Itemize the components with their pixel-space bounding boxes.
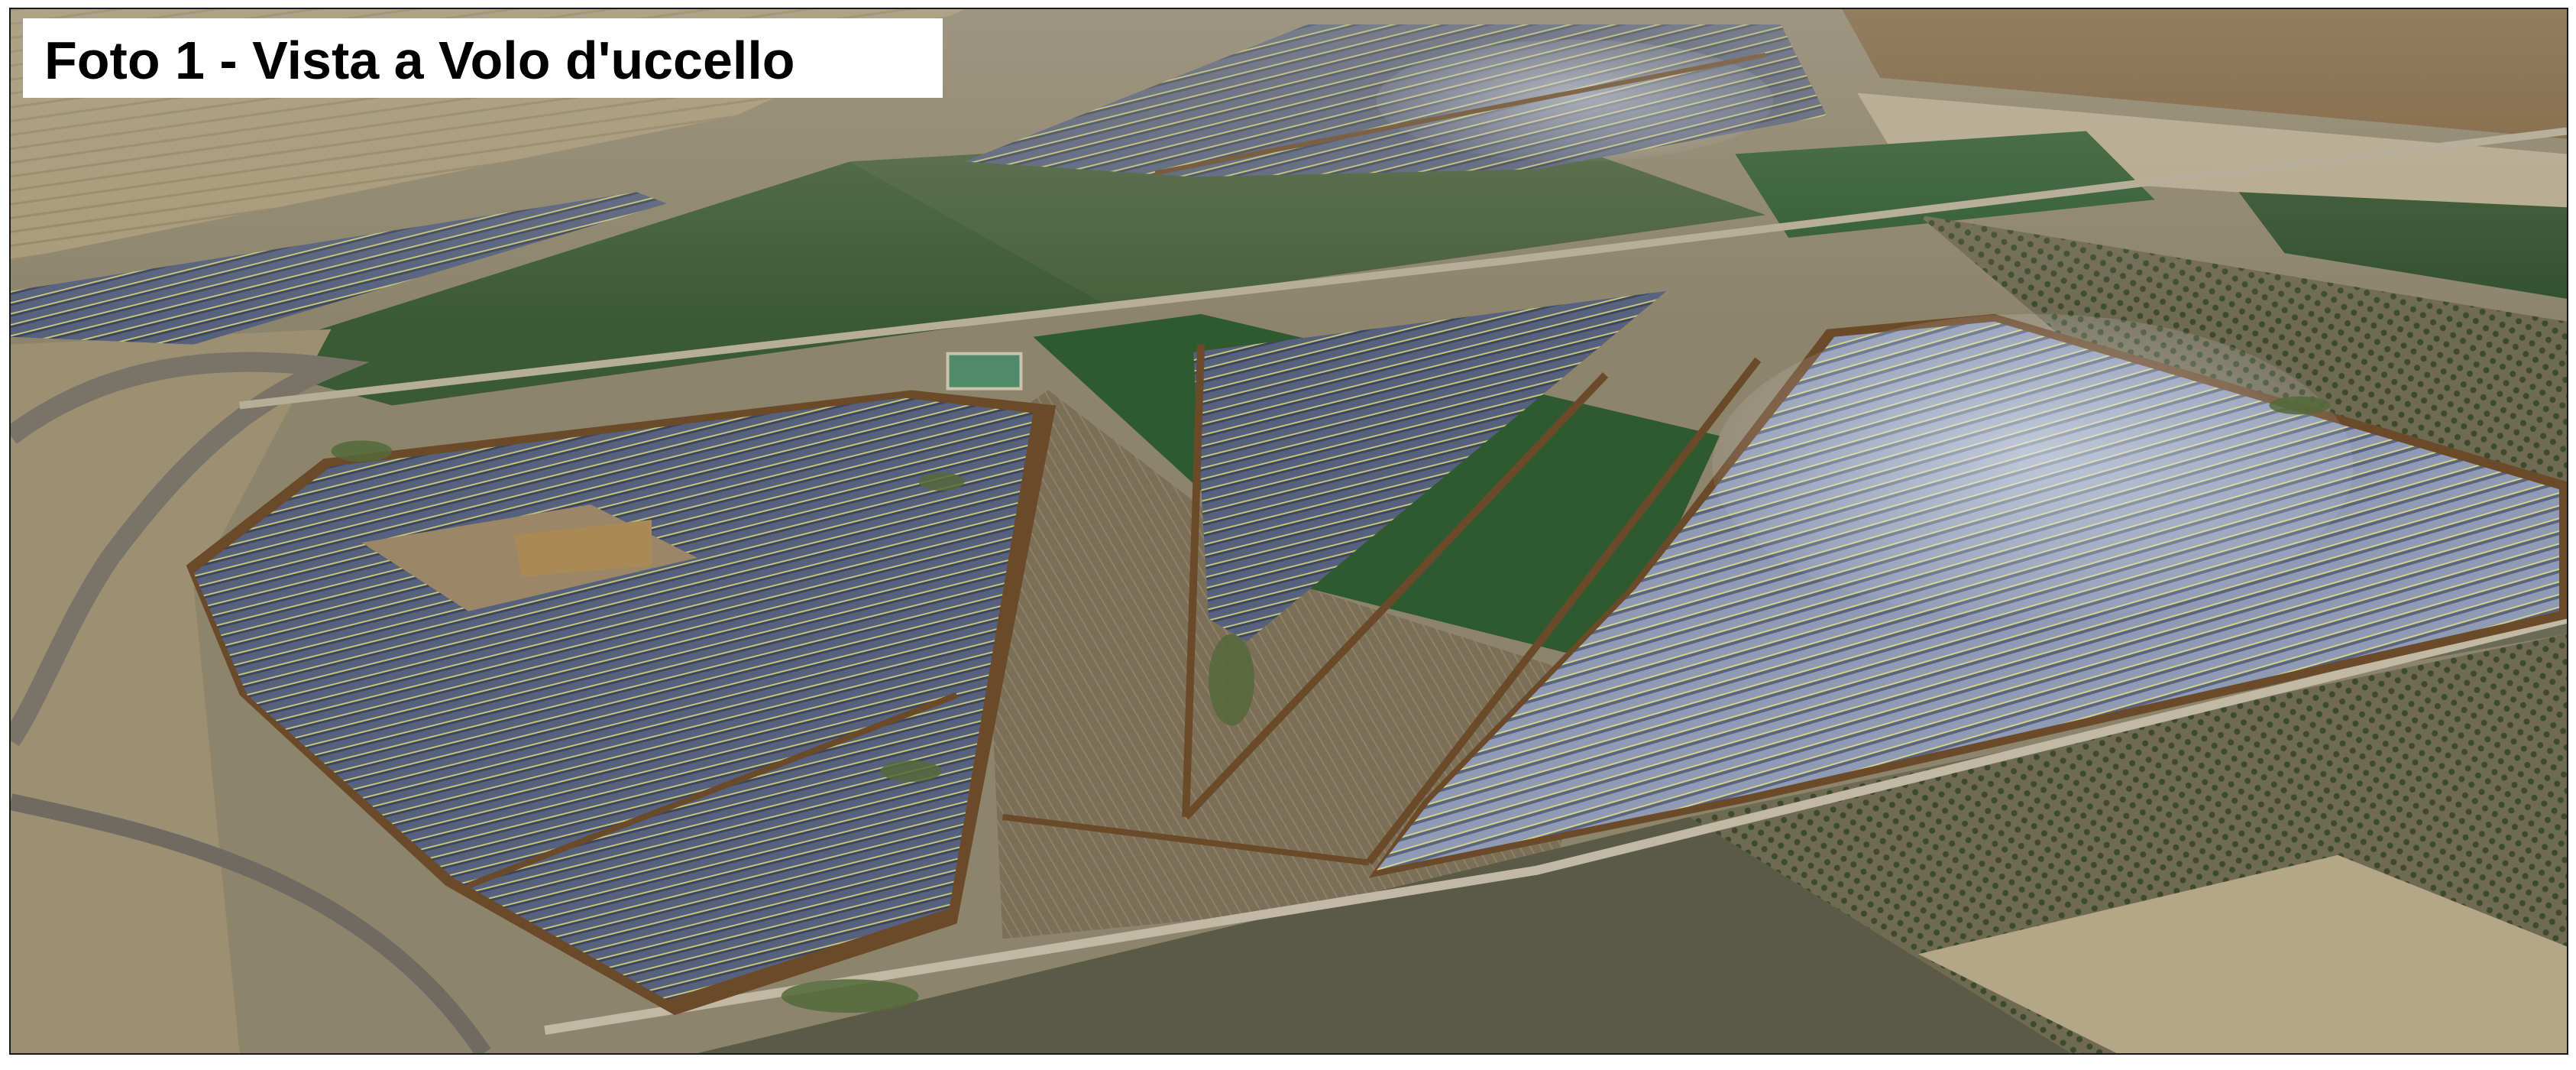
caption-title: Foto 1 - Vista a Volo d'uccello [44, 31, 795, 90]
haze-overlay [11, 9, 2567, 1053]
aerial-photo-frame [9, 8, 2568, 1055]
aerial-photo [11, 9, 2567, 1053]
photo-caption: Foto 1 - Vista a Volo d'uccello [23, 18, 943, 98]
